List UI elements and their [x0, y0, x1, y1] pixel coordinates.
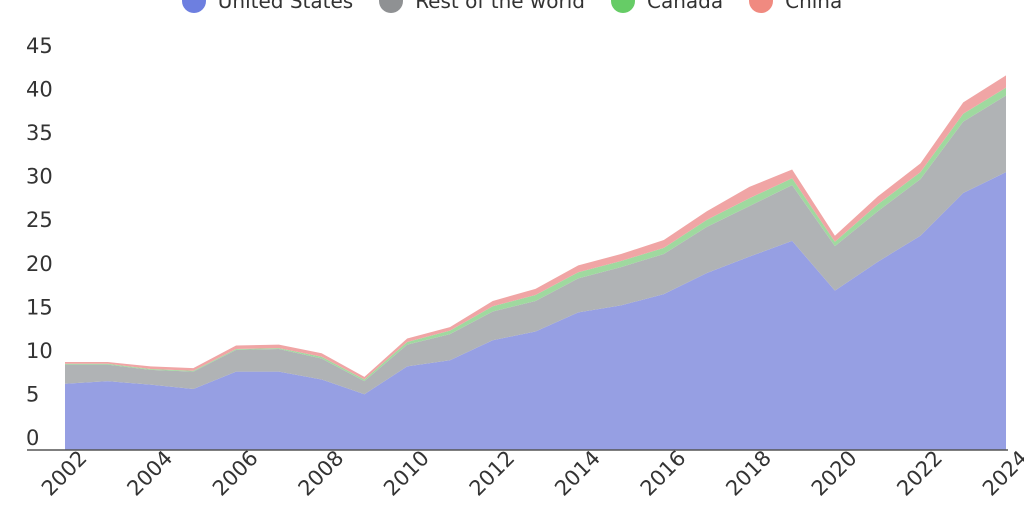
area-rest-of-the-world[interactable]	[65, 95, 1006, 395]
legend-label-united-states: United States	[217, 0, 354, 13]
legend-swatch-rest-of-the-world	[379, 0, 404, 13]
legend-label-rest-of-the-world: Rest of the world	[415, 0, 585, 13]
y-tick-label: 0	[26, 426, 39, 450]
y-tick-label: 10	[26, 339, 53, 363]
legend-swatch-china	[749, 0, 774, 13]
chart-legend: United States Rest of the world Canada C…	[0, 0, 1024, 16]
y-tick-label: 30	[26, 165, 53, 189]
legend-swatch-canada	[611, 0, 635, 13]
x-tick-label: 2008	[294, 446, 349, 501]
y-tick-label: 25	[26, 208, 53, 232]
y-tick-label: 35	[26, 121, 53, 145]
y-axis-tick-labels: 0 5 10 15 20 25 30 35 40 45	[26, 34, 53, 450]
legend-item-united-states[interactable]: United States	[181, 0, 354, 13]
y-tick-label: 15	[26, 295, 53, 319]
legend-label-china: China	[785, 0, 843, 13]
x-tick-label: 2004	[122, 446, 177, 501]
x-axis-tick-labels: 2002 2004 2006 2008 2010 2012 2014 2016 2018 2020…	[37, 446, 1024, 501]
legend-swatch-united-states	[181, 0, 206, 13]
y-tick-label: 20	[26, 252, 53, 276]
y-tick-label: 5	[26, 382, 39, 406]
area-series-group	[65, 75, 1006, 451]
legend-item-rest-of-the-world[interactable]: Rest of the world	[379, 0, 585, 13]
x-tick-label: 2010	[379, 446, 434, 501]
legend-item-canada[interactable]: Canada	[611, 0, 723, 13]
x-tick-label: 2012	[465, 446, 520, 501]
x-tick-label: 2018	[721, 446, 776, 501]
y-tick-label: 40	[26, 78, 53, 102]
area-united-states[interactable]	[65, 172, 1006, 451]
x-tick-label: 2002	[37, 446, 92, 501]
x-tick-label: 2014	[550, 446, 605, 501]
legend-label-canada: Canada	[647, 0, 724, 13]
x-tick-label: 2020	[807, 446, 862, 501]
x-tick-label: 2016	[636, 446, 691, 501]
legend-item-china[interactable]: China	[749, 0, 842, 13]
x-tick-label: 2024	[978, 446, 1024, 501]
x-tick-label: 2022	[892, 446, 947, 501]
x-tick-label: 2006	[208, 446, 263, 501]
y-tick-label: 45	[26, 34, 53, 58]
